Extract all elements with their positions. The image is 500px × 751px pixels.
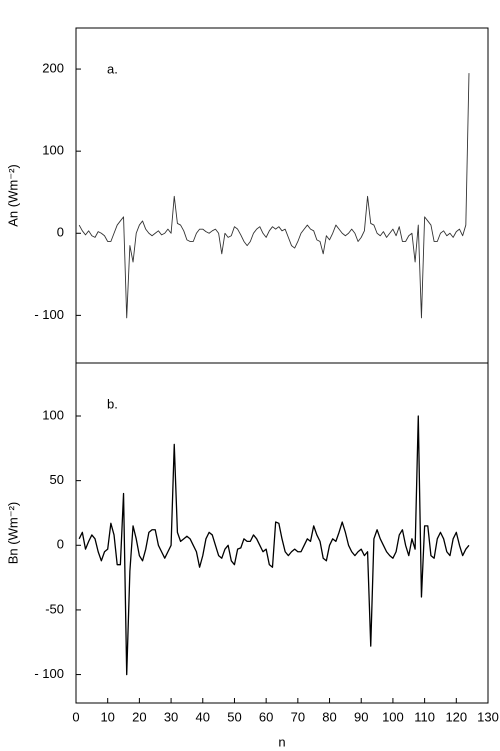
x-tick-label: 20 [132,709,146,724]
data-line [78,415,470,676]
x-tick-label: 30 [164,709,178,724]
x-tick-label: 60 [259,709,273,724]
y-tick-label: 100 [42,143,64,158]
x-tick-label: 70 [291,709,305,724]
y-tick-label: -50 [45,601,64,616]
x-tick-label: 90 [354,709,368,724]
x-tick-label: 110 [414,709,435,724]
y-axis-label: Bn (Wm⁻²) [5,502,20,564]
y-tick-label: - 100 [34,666,64,681]
plot-frame [75,27,489,364]
plot-frame [75,362,489,704]
y-tick-label: 100 [42,407,64,422]
y-tick-label: 50 [50,472,64,487]
x-tick-label: 120 [445,709,467,724]
x-tick-label: 0 [72,709,79,724]
x-tick-label: 50 [227,709,241,724]
data-line [78,73,470,319]
x-tick-label: 130 [477,709,499,724]
x-tick-label: 100 [382,709,404,724]
y-tick-label: 200 [42,60,64,75]
y-axis-label: An (Wm⁻²) [5,164,20,226]
y-tick-label: 0 [57,537,64,552]
y-tick-label: - 100 [34,307,64,322]
x-tick-label: 10 [100,709,114,724]
y-tick-label: 0 [57,225,64,240]
x-tick-label: 40 [196,709,210,724]
x-tick-label: 80 [322,709,336,724]
x-axis-label: n [278,734,285,749]
panel-annotation: a. [107,61,118,76]
panel-annotation: b. [107,396,118,411]
